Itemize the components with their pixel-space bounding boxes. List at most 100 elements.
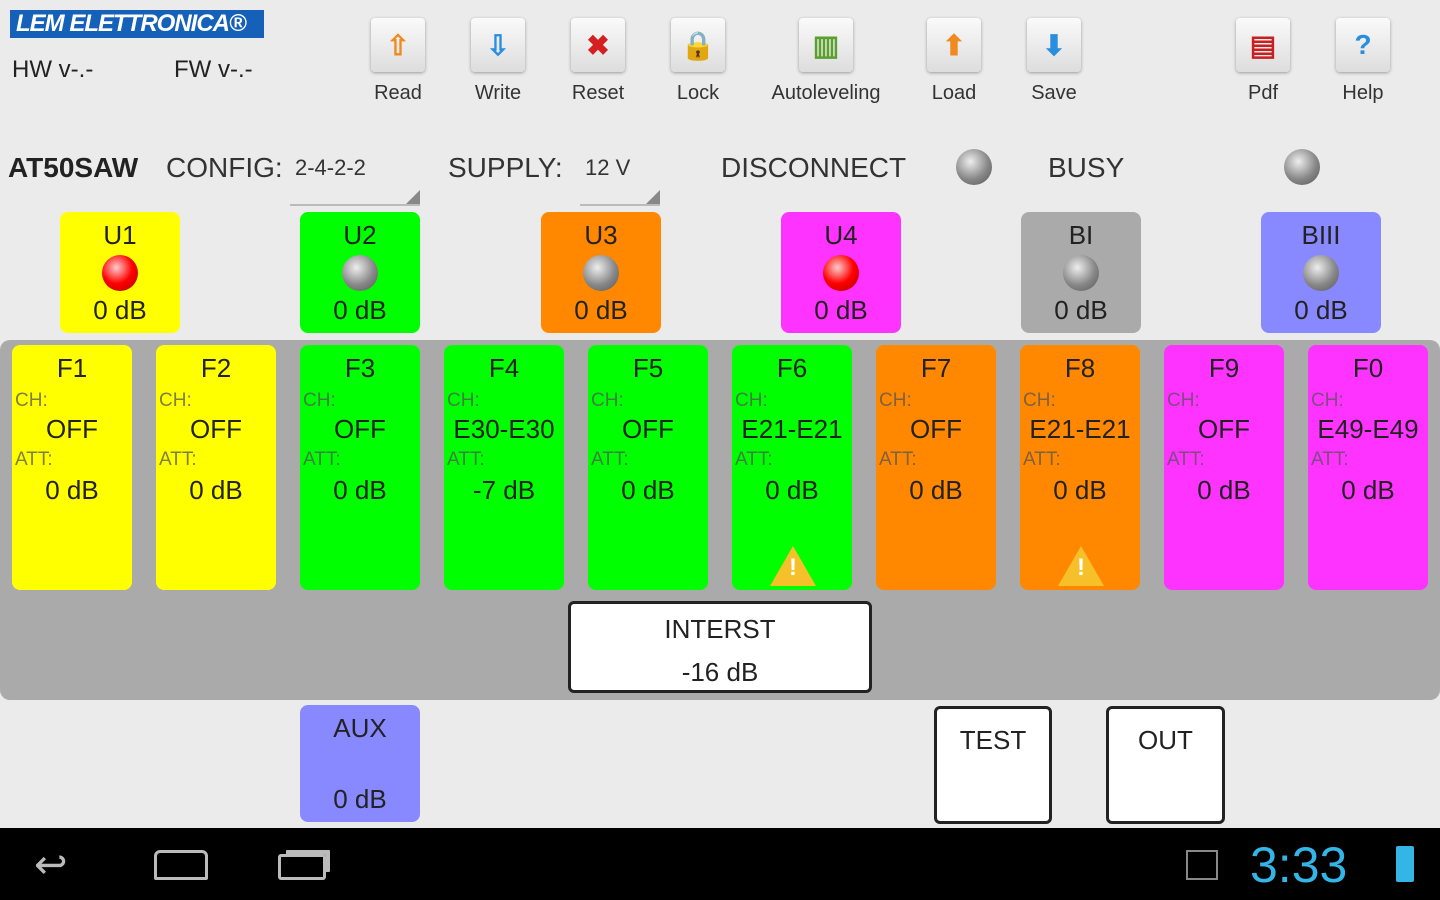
input-u2[interactable]: U2 0 dB	[300, 212, 420, 333]
filter-f3[interactable]: F3 CH: OFF ATT: 0 dB	[300, 345, 420, 590]
model-name: AT50SAW	[8, 152, 139, 183]
config-spinner[interactable]	[290, 190, 420, 206]
supply-value: 12 V	[585, 155, 631, 180]
busy-label: BUSY	[1048, 152, 1125, 183]
filter-name: F1	[56, 353, 88, 383]
home-icon[interactable]	[154, 850, 208, 880]
input-biii[interactable]: BIII 0 dB	[1261, 212, 1381, 333]
lock-icon: 🔒	[671, 18, 725, 72]
disconnect-button[interactable]: DISCONNECT	[721, 152, 907, 183]
autoleveling-button[interactable]: ▥ Autoleveling	[771, 18, 881, 105]
attenuation-value: 0 dB	[909, 475, 963, 505]
back-icon[interactable]: ↩	[34, 843, 68, 887]
load-button[interactable]: ⬆ Load	[899, 18, 1009, 105]
filter-f1[interactable]: F1 CH: OFF ATT: 0 dB	[12, 345, 132, 590]
interst-button[interactable]: INTERST -16 dB	[568, 601, 872, 693]
filter-name: F7	[920, 353, 952, 383]
warning-icon: !	[1058, 546, 1104, 586]
attenuation-label: ATT:	[591, 449, 629, 470]
attenuation-label: ATT:	[159, 449, 197, 470]
filter-f0[interactable]: F0 CH: E49-E49 ATT: 0 dB	[1308, 345, 1428, 590]
channel-label: CH:	[735, 390, 768, 411]
attenuation-label: ATT:	[447, 449, 485, 470]
load-icon: ⬆	[927, 18, 981, 72]
input-level: 0 dB	[1054, 295, 1108, 325]
toolbar-label: Help	[1342, 82, 1384, 104]
save-icon: ⬇	[1027, 18, 1081, 72]
attenuation-value: 0 dB	[1053, 475, 1107, 505]
interst-value: -16 dB	[681, 657, 759, 687]
pdf-button[interactable]: ▤ Pdf	[1208, 18, 1318, 105]
input-led-icon	[1063, 255, 1099, 291]
attenuation-label: ATT:	[879, 449, 917, 470]
toolbar-label: Pdf	[1247, 82, 1279, 104]
filter-f2[interactable]: F2 CH: OFF ATT: 0 dB	[156, 345, 276, 590]
channel-label: CH:	[591, 390, 624, 411]
channel-label: CH:	[303, 390, 336, 411]
attenuation-value: 0 dB	[1341, 475, 1395, 505]
attenuation-value: 0 dB	[765, 475, 819, 505]
attenuation-value: 0 dB	[45, 475, 99, 505]
battery-icon	[1396, 846, 1414, 882]
input-name: U2	[343, 220, 377, 250]
save-button[interactable]: ⬇ Save	[999, 18, 1109, 105]
supply-label: SUPPLY:	[448, 152, 563, 183]
filter-f9[interactable]: F9 CH: OFF ATT: 0 dB	[1164, 345, 1284, 590]
test-button[interactable]: TEST	[934, 706, 1052, 824]
reset-button[interactable]: ✖ Reset	[543, 18, 653, 105]
input-level: 0 dB	[93, 295, 147, 325]
channel-value: OFF	[1198, 414, 1250, 444]
aux-box[interactable]: AUX 0 dB	[300, 705, 420, 822]
input-level: 0 dB	[1294, 295, 1348, 325]
attenuation-label: ATT:	[15, 449, 53, 470]
filter-name: F0	[1352, 353, 1384, 383]
supply-spinner[interactable]	[580, 190, 660, 206]
channel-value: OFF	[334, 414, 386, 444]
clock: 3:33	[1250, 837, 1348, 893]
write-button[interactable]: ⇩ Write	[443, 18, 553, 105]
toolbar-label: Read	[374, 82, 422, 104]
attenuation-label: ATT:	[303, 449, 341, 470]
config-label: CONFIG:	[166, 152, 283, 183]
channel-label: CH:	[879, 390, 912, 411]
help-button[interactable]: ? Help	[1308, 18, 1418, 105]
input-u3[interactable]: U3 0 dB	[541, 212, 661, 333]
channel-label: CH:	[1311, 390, 1344, 411]
lock-button[interactable]: 🔒 Lock	[643, 18, 753, 105]
input-level: 0 dB	[814, 295, 868, 325]
filter-f8[interactable]: F8 CH: E21-E21 ATT: 0 dB !	[1020, 345, 1140, 590]
attenuation-label: ATT:	[1311, 449, 1349, 470]
filter-f5[interactable]: F5 CH: OFF ATT: 0 dB	[588, 345, 708, 590]
out-button[interactable]: OUT	[1106, 706, 1225, 824]
read-button[interactable]: ⇧ Read	[343, 18, 453, 105]
input-level: 0 dB	[574, 295, 628, 325]
input-name: U3	[584, 220, 618, 250]
channel-value: E49-E49	[1317, 414, 1419, 444]
toolbar-label: Autoleveling	[771, 82, 881, 104]
aux-value: 0 dB	[333, 784, 387, 814]
input-led-icon	[1303, 255, 1339, 291]
toolbar-label: Write	[474, 82, 522, 104]
write-icon: ⇩	[471, 18, 525, 72]
attenuation-label: ATT:	[735, 449, 773, 470]
channel-label: CH:	[15, 390, 48, 411]
filter-f6[interactable]: F6 CH: E21-E21 ATT: 0 dB !	[732, 345, 852, 590]
input-name: U4	[824, 220, 858, 250]
disconnect-led-icon	[956, 149, 992, 185]
help-icon: ?	[1336, 18, 1390, 72]
toolbar-label: Save	[1031, 82, 1077, 104]
input-name: BI	[1068, 220, 1094, 250]
recent-apps-icon[interactable]	[278, 854, 326, 880]
input-bi[interactable]: BI 0 dB	[1021, 212, 1141, 333]
filter-f7[interactable]: F7 CH: OFF ATT: 0 dB	[876, 345, 996, 590]
interst-label: INTERST	[664, 614, 776, 644]
input-u1[interactable]: U1 0 dB	[60, 212, 180, 333]
hw-version: HW v-.-	[12, 56, 94, 83]
reset-icon: ✖	[571, 18, 625, 72]
filter-f4[interactable]: F4 CH: E30-E30 ATT: -7 dB	[444, 345, 564, 590]
filter-name: F2	[200, 353, 232, 383]
channel-label: CH:	[1167, 390, 1200, 411]
filter-name: F9	[1208, 353, 1240, 383]
busy-led-icon	[1284, 149, 1320, 185]
input-u4[interactable]: U4 0 dB	[781, 212, 901, 333]
